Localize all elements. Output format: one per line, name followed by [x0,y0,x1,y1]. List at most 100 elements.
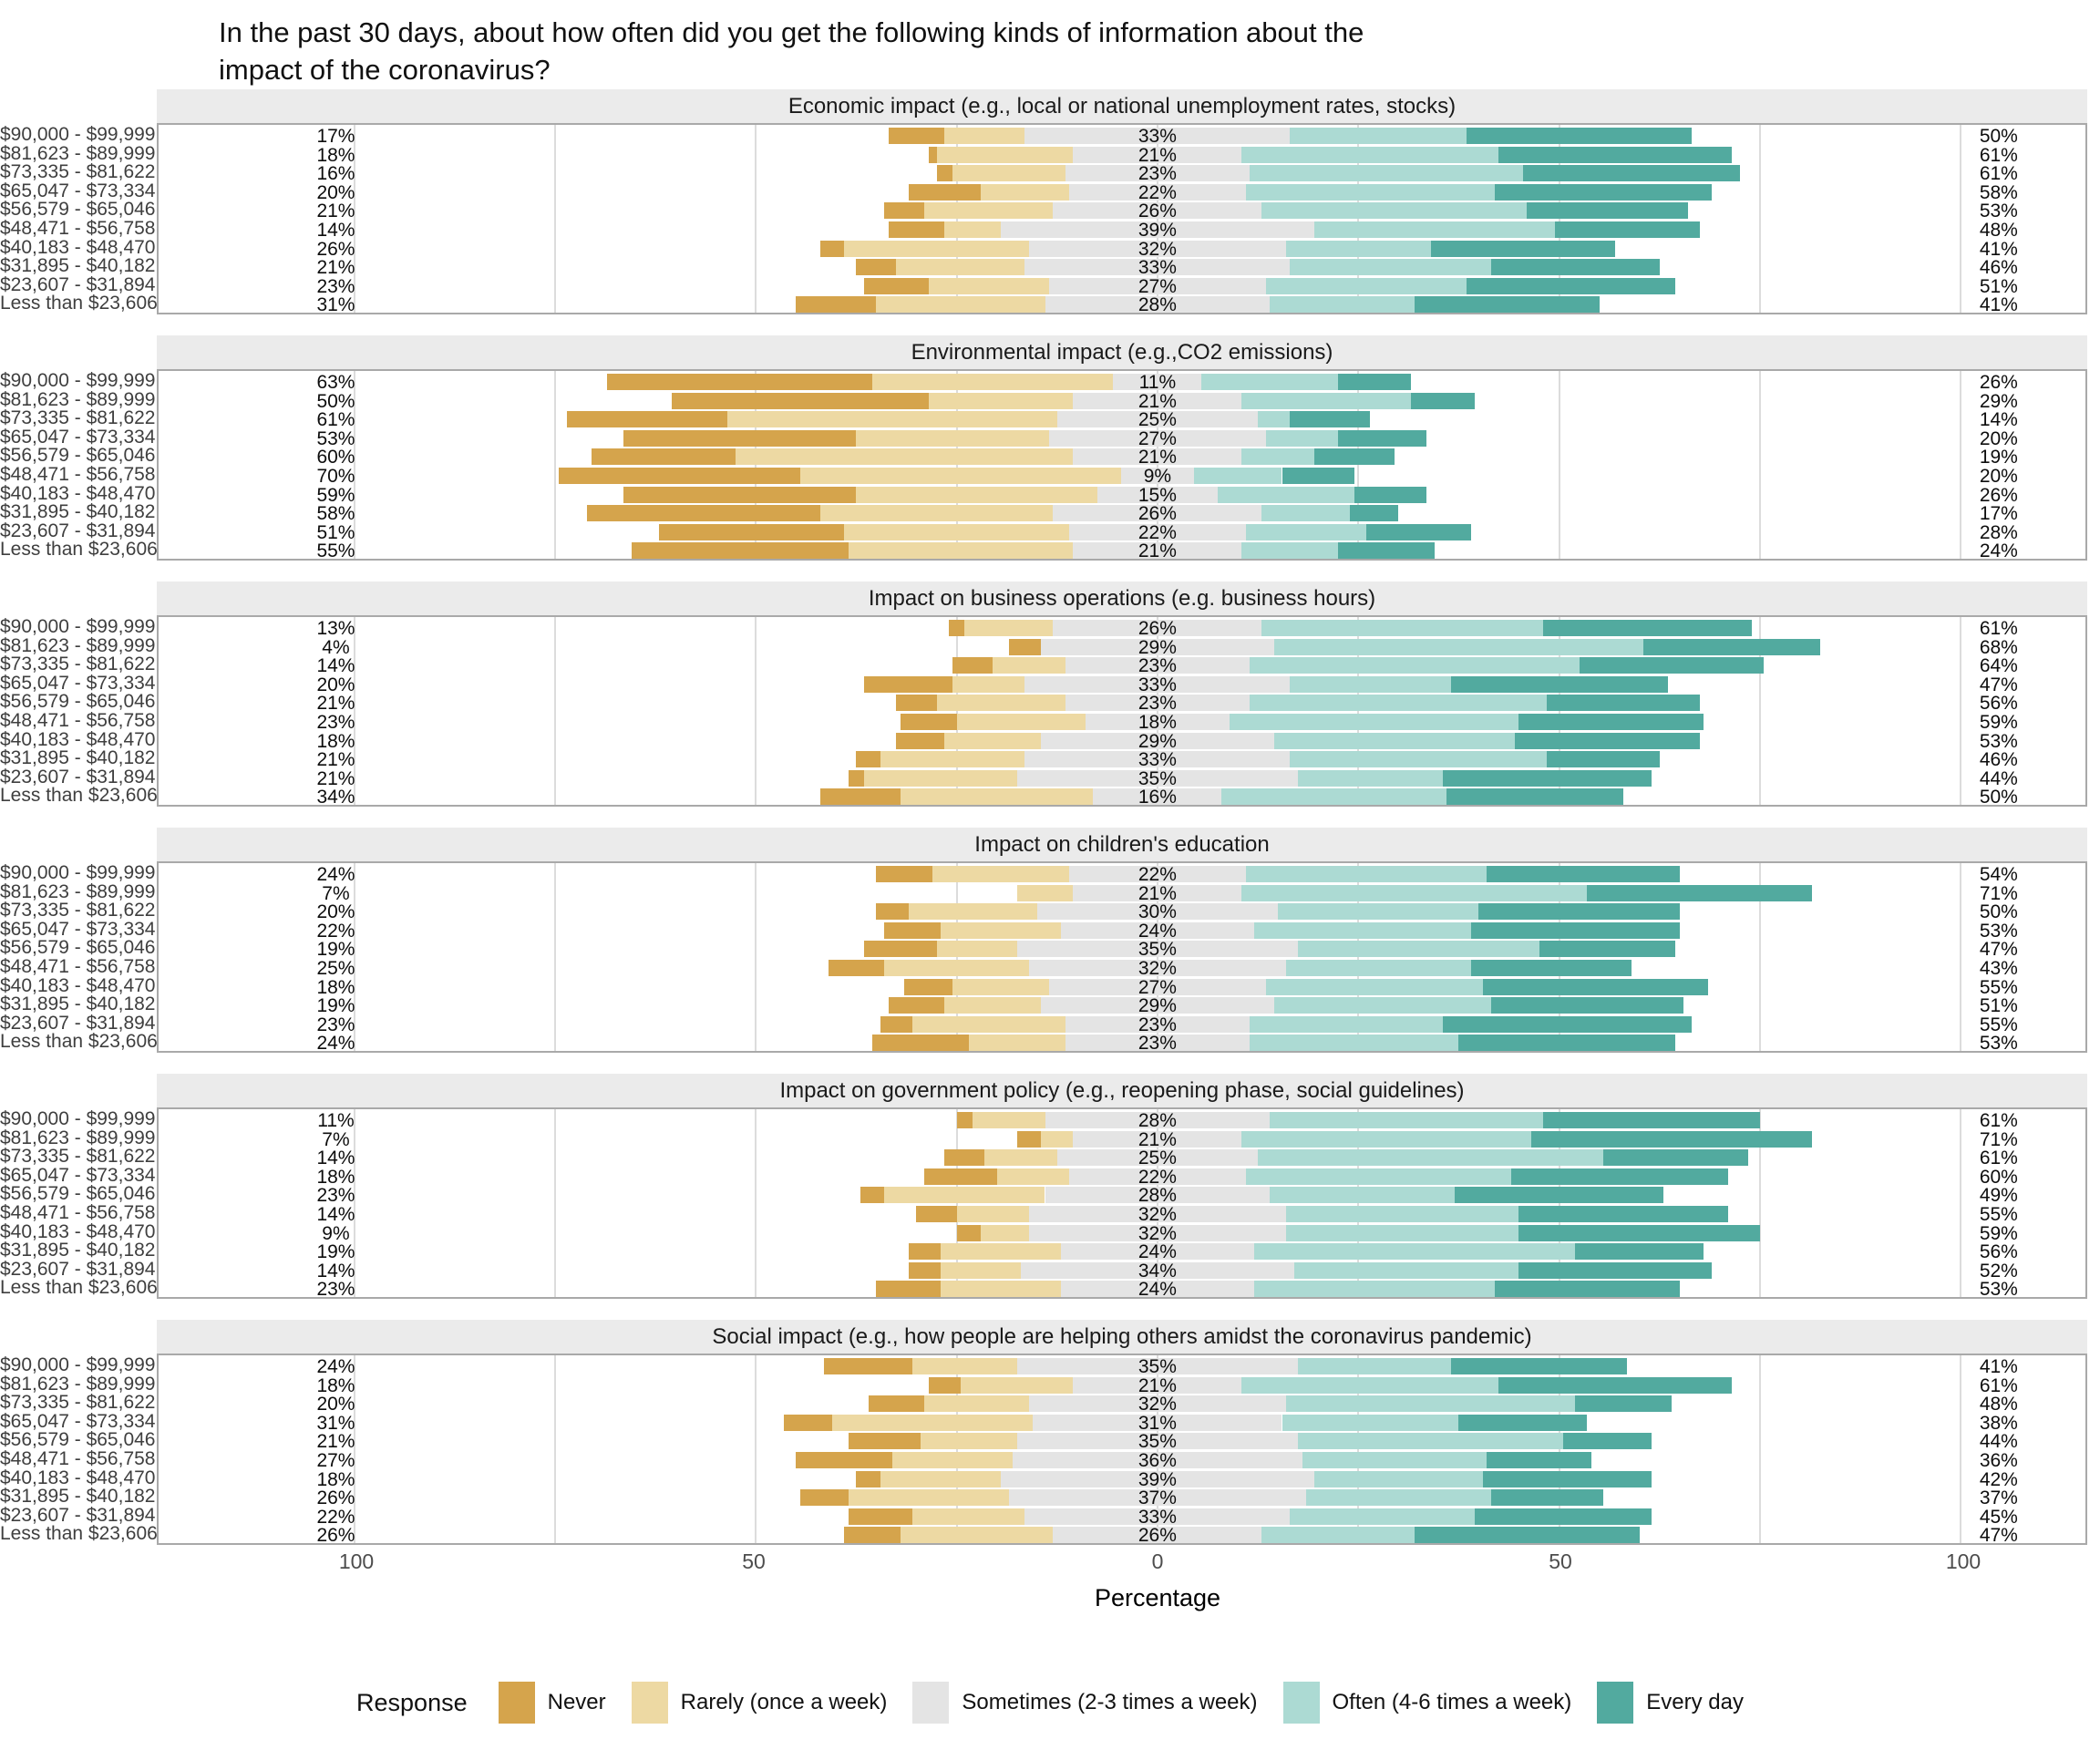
bar-segment-often [1250,1015,1443,1033]
bar-row: 23% 23% 55% [159,1014,2085,1035]
left-total-label: 60% [316,447,355,468]
right-total-label: 37% [1979,1488,2018,1509]
bar-segment-never [848,1508,913,1525]
center-total-label: 22% [1138,181,1177,203]
center-total-label: 27% [1138,427,1177,449]
bar-segment-rarely [944,997,1042,1014]
bar-segment-rarely [960,1376,1074,1394]
bar-segment-sometimes [1045,1112,1271,1128]
gridline [1758,125,1761,313]
legend-swatch-never [498,1682,535,1724]
income-category-label: $73,335 - $81,622 [0,407,156,429]
income-category-label: $65,047 - $73,334 [0,1164,156,1186]
gridline [1960,1355,1962,1543]
center-total-label: 27% [1138,275,1177,297]
center-total-label: 30% [1138,901,1177,923]
left-total-label: 14% [316,1148,355,1169]
bar-segment-never [1008,638,1042,655]
income-category-label: $56,579 - $65,046 [0,445,156,467]
right-total-label: 52% [1979,1260,2018,1282]
bar-segment-every_day [1547,751,1660,768]
left-total-label: 23% [316,1014,355,1035]
center-total-label: 26% [1138,1525,1177,1545]
left-total-label: 24% [316,864,355,885]
gridline [1558,371,1560,559]
bar-segment-sometimes [1121,468,1194,484]
left-total-label: 26% [316,1488,355,1509]
left-total-label: 4% [322,636,350,658]
left-total-label: 13% [316,618,355,639]
bar-segment-sometimes [1021,1261,1294,1279]
bar-segment-every_day [1354,486,1427,503]
right-total-label: 41% [1979,1356,2018,1377]
income-category-label: $81,623 - $89,999 [0,634,156,656]
income-category-label: $90,000 - $99,999 [0,370,156,391]
bar-segment-every_day [1542,1112,1760,1128]
bar-segment-rarely [900,788,1094,805]
bar-segment-every_day [1313,448,1395,466]
center-total-label: 39% [1138,220,1177,241]
bar-segment-rarely [944,732,1042,749]
bar-segment-every_day [1587,884,1813,901]
bar-segment-often [1302,1452,1488,1468]
gridline [1960,1109,1962,1297]
right-total-label: 60% [1979,1166,2018,1188]
left-total-label: 20% [316,181,355,203]
income-category-label: $40,183 - $48,470 [0,482,156,504]
legend-item-often: Often (4-6 times a week) [1282,1682,1571,1724]
left-total-label: 23% [316,712,355,733]
left-total-label: 24% [316,1356,355,1377]
center-total-label: 24% [1138,1279,1177,1299]
right-total-label: 47% [1979,674,2018,695]
center-total-label: 21% [1138,882,1177,904]
bar-segment-never [848,769,865,787]
bar-row: 14% 39% 48% [159,220,2085,241]
bar-row: 31% 28% 41% [159,295,2085,313]
bar-segment-every_day [1338,542,1435,559]
bar-segment-never [952,657,993,674]
center-total-label: 22% [1138,864,1177,885]
center-total-label: 15% [1138,484,1177,506]
center-total-label: 16% [1138,787,1177,807]
bar-row: 7% 21% 71% [159,1130,2085,1149]
bar-segment-sometimes [1073,146,1242,163]
bar-segment-often [1261,202,1528,220]
bar-row: 7% 21% 71% [159,882,2085,904]
left-total-label: 21% [316,1431,355,1453]
bar-segment-often [1253,1281,1496,1297]
facet-strip: Environmental impact (e.g.,CO2 emissions… [157,335,2087,369]
bar-segment-sometimes [1056,1149,1259,1167]
bar-segment-every_day [1478,903,1680,921]
chart-title: In the past 30 days, about how often did… [219,15,1714,89]
income-category-label: $48,471 - $56,758 [0,956,156,977]
right-total-label: 17% [1979,503,2018,525]
bar-segment-every_day [1414,1527,1640,1543]
bar-segment-never [888,221,945,238]
left-total-label: 26% [316,238,355,260]
bar-row: 23% 28% 49% [159,1186,2085,1205]
bar-segment-rarely [924,1395,1029,1413]
bar-segment-often [1282,1414,1459,1431]
right-total-label: 61% [1979,1148,2018,1169]
income-category-label: $40,183 - $48,470 [0,974,156,996]
income-category-label: $65,047 - $73,334 [0,918,156,940]
facet-title: Impact on government policy (e.g., reope… [779,1077,1465,1103]
bar-segment-rarely [928,277,1049,294]
income-category-label: Less than $23,606 [0,539,158,561]
left-total-label: 26% [316,1525,355,1545]
income-category-label: $90,000 - $99,999 [0,616,156,637]
legend-swatch-every_day [1597,1682,1634,1724]
facet-title: Social impact (e.g., how people are help… [712,1323,1532,1349]
center-total-label: 36% [1138,1450,1177,1471]
income-category-label: $48,471 - $56,758 [0,1448,156,1469]
bar-segment-sometimes [1016,1358,1299,1374]
bar-segment-often [1253,1243,1576,1261]
bar-segment-every_day [1498,1376,1733,1394]
bar-segment-rarely [984,1149,1057,1167]
bar-row: 25% 32% 43% [159,959,2085,978]
bar-segment-sometimes [1041,638,1274,655]
bar-segment-every_day [1562,1433,1652,1450]
bar-segment-never [819,240,845,257]
bar-segment-every_day [1467,277,1676,294]
bar-segment-often [1290,751,1548,768]
